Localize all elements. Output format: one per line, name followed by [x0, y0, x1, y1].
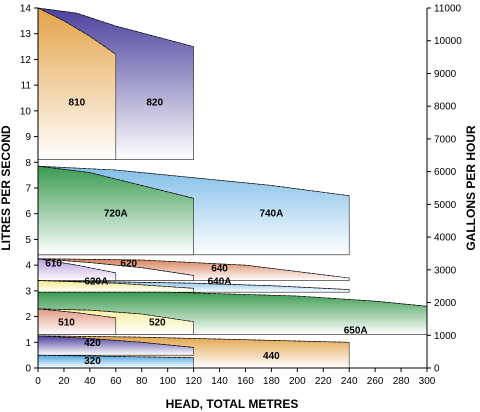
region-labels: 810 820 720A 740A 610 620 640 620A 640A 650A 510 52… [45, 98, 367, 367]
region-label-640a: 640A [208, 276, 232, 287]
x-tick-label: 200 [289, 376, 306, 387]
x-tick-label: 260 [367, 376, 384, 387]
y-axis-title: LITRES PER SECOND [0, 125, 13, 251]
region-boundary-320 [37, 354, 194, 359]
y2-tick-label: 9000 [434, 69, 457, 80]
y2-axis-ticks: 0 1000 2000 3000 4000 5000 6000 7000 8000 9000 100… [427, 4, 462, 375]
x-tick-label: 140 [211, 376, 228, 387]
y2-tick-label: 5000 [434, 200, 457, 211]
region-boundary-440 [37, 335, 350, 343]
x-tick-label: 220 [315, 376, 332, 387]
region-boundary-510 [37, 308, 116, 319]
region-boundary-650a [38, 291, 428, 307]
region-label-420: 420 [84, 338, 101, 349]
region-boundary-640 [37, 258, 350, 279]
x-tick-label: 100 [159, 376, 176, 387]
region-boundary-420 [37, 335, 194, 348]
region-boundary-740a [37, 165, 350, 197]
y-tick-label: 14 [20, 4, 32, 15]
region-label-440: 440 [263, 351, 280, 362]
x-tick-label: 60 [110, 376, 122, 387]
region-label-640: 640 [211, 264, 228, 275]
x-tick-label: 160 [237, 376, 254, 387]
y2-tick-label: 0 [434, 364, 440, 375]
y2-axis-title: GALLONS PER HOUR [464, 125, 478, 251]
y-tick-label: 9 [25, 132, 31, 143]
region-boundary-620a [37, 280, 194, 289]
x-tick-label: 20 [58, 376, 70, 387]
x-axis-title: HEAD, TOTAL METRES [166, 397, 299, 411]
region-boundary-520 [37, 308, 194, 323]
y-tick-label: 7 [25, 184, 31, 195]
region-label-520: 520 [149, 318, 166, 329]
x-tick-label: 80 [136, 376, 148, 387]
region-label-510: 510 [58, 318, 75, 329]
y-tick-label: 10 [20, 106, 32, 117]
y2-tick-label: 1000 [434, 331, 457, 342]
y-tick-label: 2 [25, 312, 31, 323]
y2-tick-label: 4000 [434, 233, 457, 244]
region-label-620a: 620A [84, 276, 108, 287]
y-tick-label: 6 [25, 209, 31, 220]
y-tick-label: 3 [25, 286, 31, 297]
region-label-620: 620 [120, 258, 137, 269]
region-label-820: 820 [146, 98, 163, 109]
y2-tick-label: 8000 [434, 102, 457, 113]
y-tick-label: 1 [25, 338, 31, 349]
x-tick-label: 180 [263, 376, 280, 387]
y2-tick-label: 3000 [434, 265, 457, 276]
region-boundary-640a [37, 280, 350, 290]
y-tick-label: 5 [25, 235, 31, 246]
x-tick-label: 280 [393, 376, 410, 387]
region-label-810: 810 [69, 98, 86, 109]
region-boundary-610 [37, 258, 116, 274]
region-label-650a: 650A [344, 325, 368, 336]
y-tick-label: 0 [25, 364, 31, 375]
y2-tick-label: 10000 [434, 36, 462, 47]
y2-tick-label: 7000 [434, 134, 457, 145]
x-tick-label: 120 [185, 376, 202, 387]
plot-regions [37, 7, 428, 369]
y-tick-label: 4 [25, 261, 31, 272]
x-tick-label: 40 [84, 376, 96, 387]
region-boundary-820 [37, 7, 194, 47]
region-label-740a: 740A [259, 208, 283, 219]
x-axis-ticks: 0 20 40 60 80 100 120 140 160 180 200 220 240 260 280 3… [35, 368, 436, 387]
region-label-610: 610 [45, 258, 62, 269]
y-tick-label: 12 [20, 55, 32, 66]
x-tick-label: 300 [419, 376, 436, 387]
region-label-720a: 720A [104, 208, 128, 219]
y-tick-label: 11 [21, 81, 32, 92]
y-tick-label: 13 [20, 29, 32, 40]
y-tick-label: 8 [25, 158, 31, 169]
y2-tick-label: 2000 [434, 298, 457, 309]
region-boundary-620 [37, 258, 194, 276]
x-tick-label: 0 [35, 376, 41, 387]
region-boundary-720a [37, 165, 194, 199]
y2-tick-label: 6000 [434, 167, 457, 178]
region-label-320: 320 [84, 356, 101, 367]
x-tick-label: 240 [341, 376, 358, 387]
y2-tick-label: 11000 [434, 4, 462, 15]
